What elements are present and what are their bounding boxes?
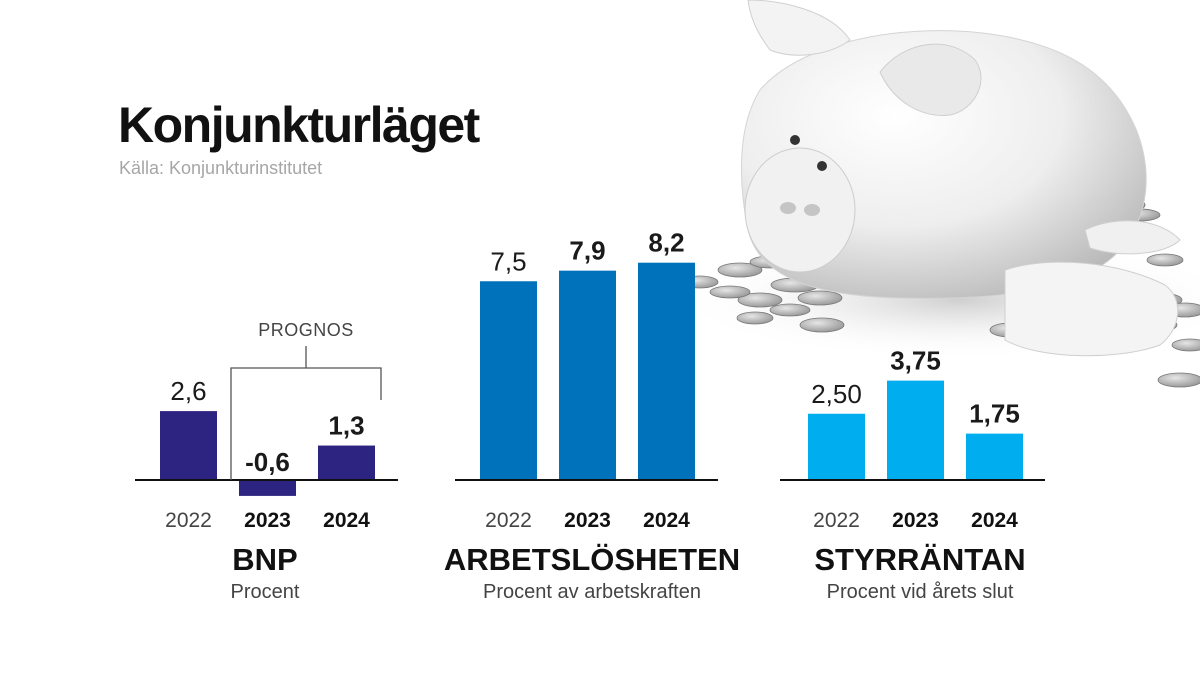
tick-label: 2023 [244,509,291,532]
data-label: -0,6 [245,447,290,477]
annotation-label: PROGNOS [258,320,354,340]
bar [480,281,537,480]
coin-image [1157,372,1200,388]
bar [808,413,865,480]
coin-image [737,292,783,308]
bar [559,270,616,480]
chart-title: ARBETSLÖSHETEN [444,542,740,577]
tick-label: 2022 [813,509,860,532]
coin-image [1171,338,1200,352]
bar [160,411,217,480]
bar [638,262,695,480]
coin-image [799,317,845,333]
data-label: 2,50 [811,379,862,409]
bar [966,433,1023,480]
chart-3: 2,50 2022 3,75 2023 1,75 2024 STYRRÄNTAN Procen… [780,346,1045,603]
coin-image [736,311,774,325]
data-label: 1,3 [328,411,364,441]
data-label: 7,5 [490,246,526,276]
chart-title: STYRRÄNTAN [814,542,1025,577]
data-label: 1,75 [969,399,1020,429]
page-title: Konjunkturläget [118,97,480,153]
chart-subtitle: Procent av arbetskraften [483,581,701,603]
chart-1: 2,6 2022 -0,6 2023 1,3 2024 BNP Procent PROGNOS [135,320,398,603]
coin-image [717,262,763,278]
coin-image [709,285,751,299]
source-text: Källa: Konjunkturinstitutet [119,158,323,178]
coin-image [797,290,843,306]
coin-image [1146,253,1184,267]
data-label: 8,2 [648,228,684,258]
data-label: 2,6 [170,376,206,406]
chart-title: BNP [232,542,297,577]
tick-label: 2024 [323,509,370,532]
tick-label: 2024 [971,509,1018,532]
bar [318,445,375,480]
data-label: 3,75 [890,346,941,376]
tick-label: 2022 [485,509,532,532]
bar [239,480,296,496]
tick-label: 2023 [892,509,939,532]
chart-2: 7,5 2022 7,9 2023 8,2 2024 ARBETSLÖSHETEN Proce… [444,228,740,603]
tick-label: 2023 [564,509,611,532]
bar [887,380,944,480]
tick-label: 2024 [643,509,690,532]
chart-subtitle: Procent [231,581,300,603]
chart-subtitle: Procent vid årets slut [827,581,1014,603]
tick-label: 2022 [165,509,212,532]
data-label: 7,9 [569,236,605,266]
prognos-bracket: PROGNOS [230,320,382,480]
coin-image [769,303,811,317]
